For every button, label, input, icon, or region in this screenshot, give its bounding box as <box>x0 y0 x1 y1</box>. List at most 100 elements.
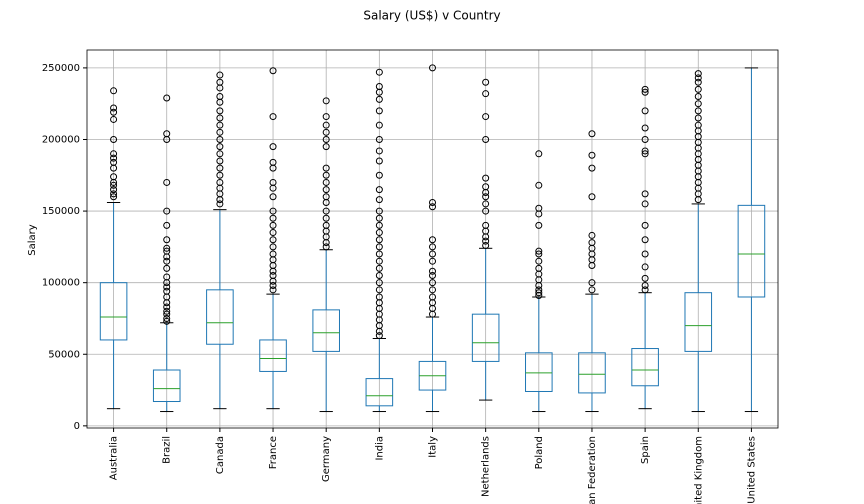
outlier <box>163 287 171 295</box>
outlier <box>269 236 277 244</box>
outlier <box>482 200 490 208</box>
y-tick-label: 150000 <box>42 206 80 217</box>
x-tick-label: Russian Federation <box>587 436 598 504</box>
outlier <box>375 83 383 91</box>
x-tick-label: Netherlands <box>481 436 492 497</box>
outlier <box>322 193 330 201</box>
outlier <box>110 173 118 181</box>
x-tick-label: Poland <box>534 436 545 469</box>
outlier <box>375 95 383 103</box>
outlier <box>375 279 383 287</box>
outlier <box>429 203 436 211</box>
outlier <box>216 143 224 151</box>
outlier <box>429 257 436 265</box>
outlier <box>322 164 330 172</box>
outlier <box>322 143 330 151</box>
box <box>631 348 659 387</box>
box <box>152 369 181 403</box>
x-tick-label: Australia <box>109 436 120 480</box>
outlier <box>163 310 171 318</box>
outlier <box>163 303 171 311</box>
outlier <box>269 193 277 201</box>
outlier <box>375 135 383 143</box>
outlier <box>375 272 383 280</box>
outlier <box>110 190 118 198</box>
outlier <box>269 214 277 222</box>
x-tick-label: Italy <box>428 436 439 458</box>
outlier <box>588 193 596 201</box>
outlier <box>375 147 383 155</box>
outlier <box>216 164 224 172</box>
outlier <box>429 236 436 244</box>
x-tick-label: Brazil <box>162 436 173 464</box>
outlier <box>269 158 277 166</box>
outlier <box>429 250 436 258</box>
outlier <box>375 214 383 222</box>
box <box>99 282 128 341</box>
outlier <box>535 264 543 272</box>
outlier <box>322 121 330 129</box>
outlier <box>216 107 224 115</box>
outlier <box>269 272 277 280</box>
outlier <box>163 283 171 291</box>
outlier <box>375 243 383 251</box>
box <box>578 352 606 394</box>
outlier <box>375 171 383 179</box>
outlier <box>694 93 702 101</box>
plot-frame <box>86 49 779 429</box>
y-tick-label: 200000 <box>42 134 80 145</box>
outlier <box>322 214 330 222</box>
outlier <box>429 267 436 275</box>
outlier <box>482 207 490 215</box>
outlier <box>694 121 702 129</box>
outlier <box>110 115 118 123</box>
outlier <box>641 286 649 294</box>
outlier <box>535 286 543 294</box>
outlier <box>163 273 171 281</box>
outlier <box>110 158 118 166</box>
x-tick-label: Germany <box>321 436 332 482</box>
outlier <box>163 317 171 325</box>
outlier <box>269 221 277 229</box>
outlier <box>110 181 118 189</box>
outlier <box>110 104 118 112</box>
outlier <box>641 150 649 158</box>
outlier <box>641 147 649 155</box>
outlier <box>163 178 171 186</box>
outlier <box>694 70 702 78</box>
outlier <box>694 107 702 115</box>
outlier <box>163 244 171 252</box>
x-tick-label: France <box>268 436 279 469</box>
outlier <box>216 157 224 165</box>
outlier <box>694 74 702 82</box>
outlier <box>163 94 171 102</box>
outlier <box>322 178 330 186</box>
outlier <box>429 293 436 301</box>
outlier <box>641 282 649 290</box>
outlier <box>163 257 171 265</box>
outlier <box>163 221 171 229</box>
outlier <box>482 237 490 245</box>
outlier <box>110 135 118 143</box>
outlier <box>375 229 383 237</box>
outlier <box>482 135 490 143</box>
outlier <box>588 231 596 239</box>
outlier <box>641 124 649 132</box>
outlier <box>641 221 649 229</box>
outlier <box>375 121 383 129</box>
outlier <box>216 71 224 79</box>
y-tick-label: 0 <box>74 421 80 432</box>
outlier <box>535 250 543 258</box>
outlier <box>110 193 118 201</box>
outlier <box>588 239 596 247</box>
outlier <box>216 178 224 186</box>
outlier <box>322 207 330 215</box>
outlier <box>216 121 224 129</box>
outlier <box>163 264 171 272</box>
outlier <box>322 171 330 179</box>
y-tick-label: 100000 <box>42 278 80 289</box>
outlier <box>375 107 383 115</box>
outlier <box>163 307 171 315</box>
